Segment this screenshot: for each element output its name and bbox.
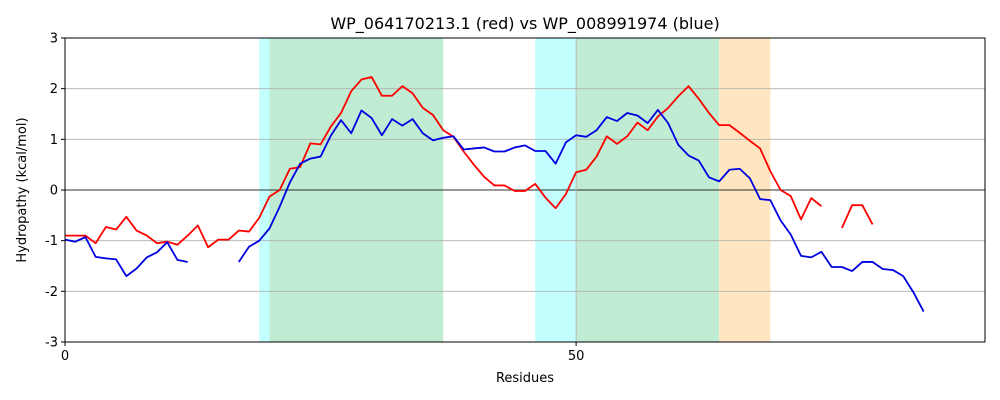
tick-layer: -3 -2 -1 0 1 2 3 0 50 — [45, 32, 584, 365]
y-tick-label: 2 — [50, 82, 58, 97]
series-line-0 — [65, 76, 874, 249]
y-tick-label: -1 — [45, 234, 58, 249]
x-tick-label: 50 — [568, 349, 585, 364]
series-line-1 — [64, 109, 925, 313]
y-tick-label: -2 — [45, 285, 58, 300]
y-tick-label: 0 — [50, 184, 58, 199]
x-tick-label: 0 — [61, 349, 69, 364]
series-layer — [64, 76, 925, 313]
y-tick-label: -3 — [45, 336, 58, 351]
x-axis-label: Residues — [496, 371, 554, 386]
y-axis-label: Hydropathy (kcal/mol) — [15, 117, 30, 262]
y-tick-label: 3 — [50, 32, 58, 47]
y-tick-label: 1 — [50, 133, 58, 148]
chart-title: WP_064170213.1 (red) vs WP_008991974 (bl… — [330, 14, 719, 34]
